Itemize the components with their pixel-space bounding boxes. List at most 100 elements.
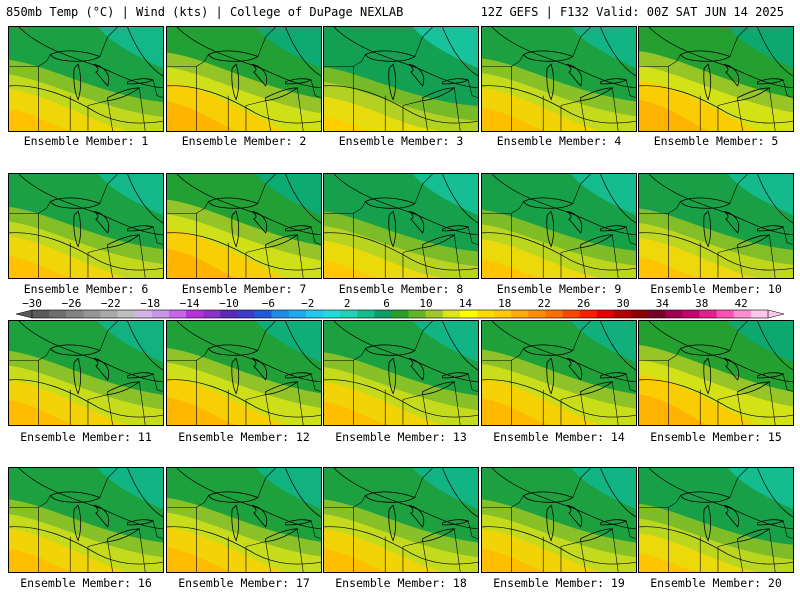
colorbar-segment	[391, 310, 409, 318]
state-border	[782, 373, 793, 392]
ensemble-map-svg	[639, 27, 793, 131]
state-border	[9, 54, 51, 67]
colorbar-segment	[494, 310, 512, 318]
ensemble-member-label: Ensemble Member: 1	[23, 134, 149, 148]
state-border	[482, 495, 524, 508]
height-contour	[9, 232, 163, 271]
height-contour	[18, 468, 163, 530]
lake-outline	[49, 50, 101, 62]
height-contour	[285, 321, 321, 371]
colorbar-segment	[750, 310, 769, 318]
state-border	[422, 541, 428, 572]
height-contour	[9, 379, 163, 418]
cool-region	[727, 321, 793, 363]
lake-outline	[49, 197, 101, 209]
state-border	[467, 226, 478, 245]
state-border	[454, 87, 461, 131]
ensemble-member-label: Ensemble Member: 15	[650, 430, 782, 444]
state-border	[324, 54, 366, 67]
height-contour	[491, 321, 636, 383]
height-contour	[491, 468, 636, 530]
colorbar-segment	[545, 310, 563, 318]
lake-outline	[408, 504, 425, 528]
ensemble-map-svg	[482, 174, 636, 278]
colorbar-outline	[31, 309, 769, 319]
state-border	[560, 394, 581, 425]
state-border	[729, 468, 748, 498]
cool-region	[412, 174, 478, 216]
colorbar-segment	[477, 310, 495, 318]
cool-region	[412, 321, 478, 363]
colorbar-segment	[220, 310, 238, 318]
height-contour	[18, 174, 163, 236]
temperature-band	[167, 248, 237, 278]
lake-outline	[566, 63, 583, 87]
colorbar-segment	[254, 310, 272, 318]
state-border	[402, 541, 423, 572]
state-border	[769, 528, 776, 572]
lake-outline	[408, 357, 425, 381]
state-border	[454, 528, 461, 572]
lake-outline	[49, 344, 101, 356]
height-contour	[127, 27, 163, 77]
colorbar-segment	[408, 310, 426, 318]
height-contour	[176, 321, 321, 383]
state-border	[257, 27, 276, 57]
temperature-band	[482, 107, 552, 131]
height-contour	[333, 321, 478, 383]
ensemble-member-map	[166, 467, 322, 573]
state-border	[107, 100, 113, 131]
lake-outline	[566, 210, 583, 234]
state-border	[467, 520, 478, 539]
state-border	[612, 234, 619, 278]
height-contour	[167, 526, 321, 565]
ensemble-map-svg	[324, 27, 478, 131]
lake-outline	[231, 63, 240, 101]
state-border	[297, 87, 304, 131]
state-border	[422, 247, 428, 278]
lake-outline	[522, 491, 574, 503]
ensemble-map-svg	[639, 321, 793, 425]
temperature-band	[9, 548, 79, 572]
state-border	[572, 468, 591, 498]
ensemble-member-map	[323, 467, 479, 573]
cool-region	[97, 468, 163, 510]
state-border	[87, 247, 108, 278]
colorbar-tick-label: −2	[301, 297, 314, 310]
state-border	[612, 381, 619, 425]
cool-region	[727, 174, 793, 216]
state-border	[99, 468, 118, 498]
state-border	[310, 226, 321, 245]
colorbar-segment	[528, 310, 546, 318]
lake-outline	[364, 491, 416, 503]
lake-outline	[522, 197, 574, 209]
colorbar-segment	[613, 310, 632, 318]
height-contour	[176, 468, 321, 530]
colorbar-segment	[716, 310, 735, 318]
temperature-band	[324, 116, 394, 131]
height-contour	[9, 526, 163, 565]
state-border	[167, 348, 209, 361]
state-border	[107, 247, 113, 278]
colorbar-segment	[288, 310, 307, 318]
lake-outline	[546, 63, 555, 101]
colorbar-segment	[340, 310, 358, 318]
colorbar-tick-label: 30	[616, 297, 629, 310]
colorbar-segment	[665, 310, 683, 318]
state-border	[87, 394, 108, 425]
colorbar-segment	[596, 310, 615, 318]
ensemble-map-svg	[482, 321, 636, 425]
ensemble-map-svg	[9, 174, 163, 278]
state-border	[414, 321, 433, 351]
temperature-band	[9, 255, 79, 278]
lake-outline	[723, 63, 740, 87]
state-border	[729, 321, 748, 351]
lake-outline	[703, 63, 712, 101]
height-contour	[127, 468, 163, 518]
state-border	[402, 394, 423, 425]
height-contour	[285, 174, 321, 224]
ensemble-member-map	[166, 173, 322, 279]
colorbar-tick-label: 42	[735, 297, 748, 310]
state-border	[414, 174, 433, 204]
state-border	[297, 234, 304, 278]
